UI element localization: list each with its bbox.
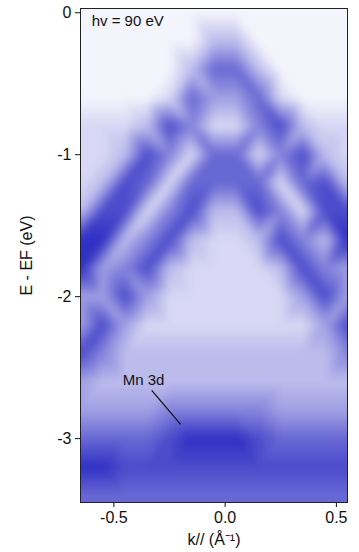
svg-text:k// (Å⁻¹): k// (Å⁻¹) [188, 530, 241, 548]
svg-text:0.5: 0.5 [325, 509, 347, 526]
svg-text:Mn 3d: Mn 3d [123, 371, 165, 388]
svg-text:0.0: 0.0 [214, 509, 236, 526]
svg-text:0: 0 [63, 4, 72, 21]
svg-text:-2: -2 [57, 288, 71, 305]
svg-text:-0.5: -0.5 [100, 509, 128, 526]
svg-text:hv = 90 eV: hv = 90 eV [92, 12, 164, 29]
svg-text:-1: -1 [57, 146, 71, 163]
svg-text:-3: -3 [57, 430, 71, 447]
svg-text:E - EF (eV): E - EF (eV) [18, 215, 35, 295]
